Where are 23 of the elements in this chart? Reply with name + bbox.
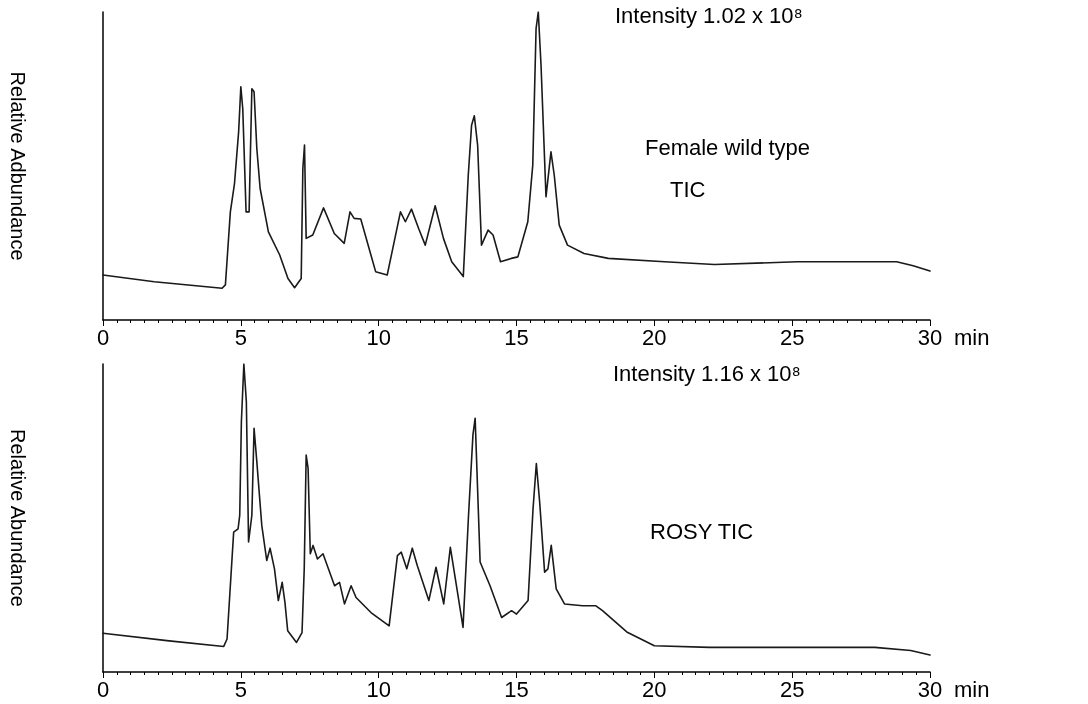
x-tick-label: 20 [642,324,667,350]
x-tick-label: 15 [504,324,529,350]
x-tick-label: 0 [96,324,110,350]
x-tick-label: 20 [642,676,667,702]
x-tick-label: 0 [96,676,110,702]
annotation: TIC [670,176,706,202]
x-tick-label: 5 [234,676,247,702]
x-axis-title: min [954,676,990,702]
annotation: Intensity 1.02 x 10⁸ [615,2,803,28]
x-tick-label: 10 [366,676,391,702]
x-tick-label: 15 [504,676,529,702]
x-tick-label: 25 [779,324,805,350]
annotation: ROSY TIC [650,518,754,544]
x-axis-title: min [954,324,990,350]
x-tick-label: 25 [779,676,805,702]
y-axis-title: Relative Abundance [7,429,29,607]
y-axis-title: Relative Adbundance [7,71,29,261]
annotation: Intensity 1.16 x 10⁸ [613,360,801,386]
annotation: Female wild type [645,134,811,160]
x-tick-label: 10 [366,324,391,350]
x-tick-label: 30 [917,324,943,350]
x-tick-label: 30 [917,676,943,702]
x-tick-label: 5 [234,324,247,350]
